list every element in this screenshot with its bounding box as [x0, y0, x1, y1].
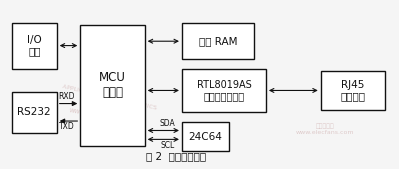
Text: APPLICATION OF ELECTRONICS: APPLICATION OF ELECTRONICS — [62, 84, 157, 111]
Text: SCL: SCL — [160, 141, 174, 150]
Text: I/O
扩展: I/O 扩展 — [27, 35, 41, 56]
Text: RS232: RS232 — [18, 107, 51, 117]
Text: RXD: RXD — [59, 92, 75, 101]
Text: MCU
控制器: MCU 控制器 — [99, 71, 126, 99]
Text: 24C64: 24C64 — [188, 131, 222, 141]
Text: TXD: TXD — [59, 122, 75, 131]
Text: RTL8019AS
以太网接口芯片: RTL8019AS 以太网接口芯片 — [197, 80, 251, 101]
Text: 图 2  硬件体系结构: 图 2 硬件体系结构 — [146, 151, 206, 161]
Bar — [12, 22, 57, 69]
Text: 电子发烧友
www.elecfans.com: 电子发烧友 www.elecfans.com — [295, 123, 354, 135]
Bar — [182, 69, 266, 112]
Bar — [12, 92, 57, 133]
Text: RJ45
以太网口: RJ45 以太网口 — [340, 80, 365, 101]
Text: SDA: SDA — [159, 119, 175, 128]
Text: www.chinaaet.com: www.chinaaet.com — [69, 107, 135, 125]
Bar — [80, 25, 145, 146]
Bar — [182, 122, 229, 151]
Bar — [182, 23, 254, 59]
Text: 外部 RAM: 外部 RAM — [199, 36, 237, 46]
Bar — [321, 71, 385, 110]
